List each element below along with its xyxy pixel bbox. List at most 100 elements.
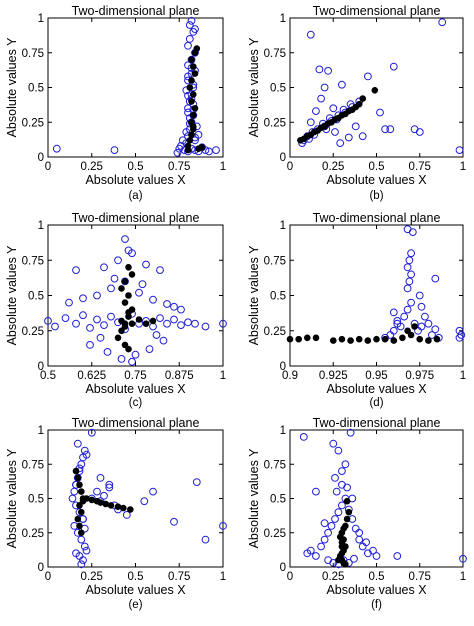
filled-point <box>188 77 195 84</box>
open-point <box>338 480 346 489</box>
panel-d: 0.9 0.925 0.95 0.975 1 0 0.25 0.5 0.75 1 Two-dimen… <box>247 211 466 409</box>
open-point <box>44 317 52 325</box>
y-tick-label: 1 <box>38 425 44 437</box>
x-tick-label: 0.75 <box>168 161 190 173</box>
open-point <box>381 125 390 134</box>
y-tick-label: 0.5 <box>270 291 286 303</box>
open-point <box>121 235 129 244</box>
open-point <box>114 256 122 265</box>
x-tick-label: 0.75 <box>124 370 146 382</box>
open-point <box>389 326 398 335</box>
open-point <box>329 104 338 113</box>
open-point <box>80 542 89 551</box>
y-axis-label: Absolute values Y <box>5 37 19 137</box>
y-tick-label: 0 <box>280 361 286 373</box>
open-point <box>96 474 105 482</box>
x-axis-label: Absolute values X <box>85 382 186 396</box>
x-tick-label: 0.5 <box>128 161 144 173</box>
y-axis-label: Absolute values Y <box>5 448 19 548</box>
filled-point <box>78 529 85 537</box>
chart-title: Two-dimensional plane <box>72 416 200 430</box>
open-point <box>100 321 108 330</box>
open-point <box>191 25 199 34</box>
open-point <box>173 148 182 157</box>
filled-point <box>128 271 136 278</box>
filled-point <box>125 309 132 316</box>
open-point <box>191 319 199 328</box>
open-point <box>82 450 91 459</box>
open-point <box>438 18 447 27</box>
open-point <box>105 483 114 492</box>
open-point <box>177 321 185 330</box>
open-point <box>312 552 320 560</box>
x-tick-label: 0.25 <box>322 161 344 173</box>
open-point <box>68 494 77 503</box>
open-point <box>320 519 329 528</box>
filled-point <box>118 317 125 325</box>
open-point <box>103 348 112 356</box>
open-point <box>351 524 360 533</box>
filled-point <box>373 335 380 343</box>
open-point <box>93 291 101 300</box>
x-tick-label: 0.95 <box>365 370 387 382</box>
open-point <box>80 446 89 455</box>
open-point <box>159 336 168 345</box>
x-tick-label: 0.5 <box>128 571 144 583</box>
open-point <box>386 125 395 134</box>
filled-point <box>125 263 132 271</box>
open-point <box>405 277 414 286</box>
y-tick-label: 0 <box>38 361 44 373</box>
open-point <box>77 560 86 569</box>
open-point <box>343 483 352 492</box>
x-tick-label: 0.75 <box>168 571 190 583</box>
filled-point <box>190 63 197 70</box>
y-tick-label: 0.75 <box>264 459 286 471</box>
filled-point <box>355 100 363 108</box>
open-point <box>324 556 333 564</box>
filled-point <box>338 335 346 343</box>
open-point <box>177 305 185 314</box>
panel-caption: (f) <box>371 599 382 611</box>
filled-point <box>286 335 294 343</box>
panel-caption: (a) <box>128 190 142 202</box>
x-axis-label: Absolute values X <box>85 583 186 597</box>
filled-point <box>78 508 85 516</box>
open-point <box>192 478 201 487</box>
open-point <box>417 322 426 331</box>
open-point <box>77 535 86 544</box>
open-point <box>324 66 333 75</box>
open-point <box>393 317 402 325</box>
y-tick-label: 1 <box>280 425 286 437</box>
open-point <box>331 474 339 482</box>
open-point <box>124 246 133 255</box>
x-tick-label: 1 <box>460 161 466 173</box>
open-point <box>306 118 315 127</box>
open-point <box>170 302 178 311</box>
panel-e: 0 0.25 0.5 0.75 1 0 0.25 0.5 0.75 1 Two-dimensiona… <box>5 416 227 611</box>
x-tick-label: 0 <box>287 571 293 583</box>
filled-point <box>121 323 129 330</box>
x-tick-label: 0 <box>45 571 51 583</box>
open-point <box>131 350 140 359</box>
filled-point <box>433 335 441 343</box>
filled-point <box>127 506 134 513</box>
y-tick-label: 0 <box>280 152 286 164</box>
open-point <box>219 522 227 530</box>
open-point <box>431 325 440 334</box>
open-point <box>163 319 171 328</box>
y-tick-label: 1 <box>38 13 44 25</box>
filled-point <box>107 502 115 509</box>
open-point <box>455 146 464 155</box>
x-tick-label: 1 <box>220 571 226 583</box>
open-point <box>128 357 136 366</box>
filled-point <box>188 56 195 64</box>
open-point <box>149 487 157 496</box>
x-tick-label: 0.75 <box>409 161 431 173</box>
filled-point <box>186 137 194 144</box>
filled-point <box>188 131 195 139</box>
x-tick-label: 0.625 <box>77 370 106 382</box>
open-point <box>372 552 381 560</box>
filled-point <box>121 341 129 349</box>
filled-point <box>390 337 398 344</box>
